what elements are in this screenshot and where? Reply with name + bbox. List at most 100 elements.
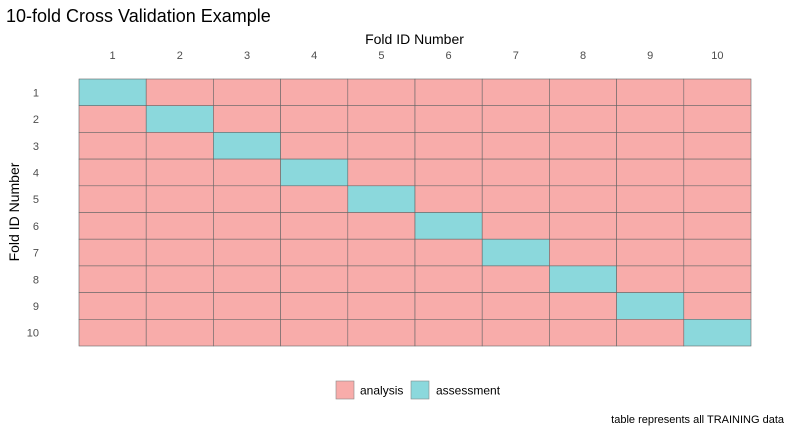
cell-analysis-r1-c4 [280, 78, 349, 107]
cell-analysis-r8-c4 [280, 265, 349, 293]
x-tick-labels: 1 2 3 4 5 6 7 8 9 10 [110, 50, 724, 62]
cell-analysis-r5-c8 [549, 185, 617, 213]
chart-title: 10-fold Cross Validation Example [6, 6, 271, 26]
cell-analysis-r1-c9 [616, 78, 685, 107]
cell-analysis-r10-c2 [145, 318, 214, 347]
x-tick-label-8: 8 [580, 50, 586, 62]
cell-analysis-r6-c10 [683, 212, 752, 240]
cell-analysis-r1-c6 [414, 78, 483, 107]
cell-analysis-r1-c8 [549, 78, 617, 107]
cell-analysis-r2-c9 [616, 105, 685, 133]
cell-analysis-r2-c3 [213, 105, 281, 133]
cell-analysis-r2-c8 [549, 105, 617, 133]
legend: analysis assessment [335, 380, 501, 400]
cell-analysis-r10-c8 [549, 318, 617, 347]
legend-label-analysis: analysis [360, 384, 403, 398]
cell-analysis-r9-c7 [481, 292, 550, 320]
x-tick-label-7: 7 [513, 50, 519, 62]
cell-assessment-r8-c8 [549, 265, 617, 293]
cell-analysis-r1-c3 [213, 78, 281, 107]
cell-analysis-r7-c10 [683, 238, 752, 267]
cell-analysis-r5-c2 [145, 185, 214, 213]
legend-key-analysis [335, 380, 355, 400]
x-tick-label-4: 4 [311, 50, 317, 62]
cell-analysis-r4-c3 [213, 158, 281, 187]
cell-analysis-r10-c5 [347, 318, 416, 347]
cell-analysis-r8-c2 [145, 265, 214, 293]
cell-analysis-r3-c9 [616, 132, 685, 160]
y-tick-label-3: 3 [33, 141, 39, 153]
cell-analysis-r10-c9 [616, 318, 685, 347]
x-tick-label-6: 6 [446, 50, 452, 62]
legend-key-assessment [410, 380, 430, 400]
cell-analysis-r2-c6 [414, 105, 483, 133]
cell-analysis-r9-c10 [683, 292, 752, 320]
y-tick-label-5: 5 [33, 194, 39, 206]
cell-analysis-r7-c4 [280, 238, 349, 267]
cell-analysis-r6-c9 [616, 212, 685, 240]
cell-analysis-r8-c1 [78, 265, 147, 293]
cell-analysis-r7-c9 [616, 238, 685, 267]
cell-analysis-r4-c8 [549, 158, 617, 187]
cell-analysis-r5-c10 [683, 185, 752, 213]
cell-analysis-r5-c6 [414, 185, 483, 213]
cell-analysis-r8-c6 [414, 265, 483, 293]
cell-analysis-r3-c5 [347, 132, 416, 160]
cell-analysis-r6-c7 [481, 212, 550, 240]
cell-analysis-r3-c7 [481, 132, 550, 160]
cell-analysis-r3-c6 [414, 132, 483, 160]
cell-analysis-r3-c10 [683, 132, 752, 160]
cell-analysis-r2-c10 [683, 105, 752, 133]
cell-analysis-r7-c8 [549, 238, 617, 267]
cell-assessment-r1-c1 [78, 78, 147, 107]
cell-assessment-r4-c4 [280, 158, 349, 187]
cell-analysis-r6-c3 [213, 212, 281, 240]
y-tick-label-4: 4 [33, 167, 39, 179]
cell-analysis-r5-c7 [481, 185, 550, 213]
cell-analysis-r10-c1 [78, 318, 147, 347]
cell-analysis-r10-c7 [481, 318, 550, 347]
cell-analysis-r3-c8 [549, 132, 617, 160]
cell-analysis-r5-c4 [280, 185, 349, 213]
y-tick-label-8: 8 [33, 274, 39, 286]
cell-analysis-r2-c1 [78, 105, 147, 133]
cell-analysis-r8-c9 [616, 265, 685, 293]
cell-analysis-r1-c5 [347, 78, 416, 107]
cell-analysis-r1-c7 [481, 78, 550, 107]
cell-analysis-r1-c2 [145, 78, 214, 107]
cell-analysis-r5-c3 [213, 185, 281, 213]
cell-analysis-r8-c10 [683, 265, 752, 293]
cell-analysis-r6-c5 [347, 212, 416, 240]
cell-analysis-r7-c3 [213, 238, 281, 267]
cell-analysis-r3-c1 [78, 132, 147, 160]
cell-analysis-r9-c4 [280, 292, 349, 320]
y-axis-title: Fold ID Number [6, 162, 22, 261]
cell-analysis-r4-c5 [347, 158, 416, 187]
cell-analysis-r9-c3 [213, 292, 281, 320]
cell-analysis-r7-c5 [347, 238, 416, 267]
cell-assessment-r6-c6 [414, 212, 483, 240]
heatmap-cells [78, 78, 752, 347]
cell-analysis-r9-c8 [549, 292, 617, 320]
cell-analysis-r10-c3 [213, 318, 281, 347]
x-tick-label-10: 10 [711, 50, 723, 62]
cell-analysis-r7-c1 [78, 238, 147, 267]
y-tick-label-9: 9 [33, 301, 39, 313]
y-tick-labels: 1 2 3 4 5 6 7 8 9 10 [27, 87, 39, 339]
cell-analysis-r8-c7 [481, 265, 550, 293]
y-tick-label-7: 7 [33, 248, 39, 260]
cell-analysis-r3-c4 [280, 132, 349, 160]
cell-analysis-r8-c3 [213, 265, 281, 293]
x-tick-label-5: 5 [378, 50, 384, 62]
cell-analysis-r4-c1 [78, 158, 147, 187]
cell-analysis-r6-c2 [145, 212, 214, 240]
cell-analysis-r4-c2 [145, 158, 214, 187]
caption: table represents all TRAINING data [611, 414, 785, 426]
y-tick-label-1: 1 [33, 87, 39, 99]
cell-analysis-r3-c2 [145, 132, 214, 160]
cell-analysis-r7-c6 [414, 238, 483, 267]
legend-label-assessment: assessment [436, 384, 501, 398]
cell-analysis-r4-c7 [481, 158, 550, 187]
cell-analysis-r2-c7 [481, 105, 550, 133]
cell-analysis-r2-c5 [347, 105, 416, 133]
